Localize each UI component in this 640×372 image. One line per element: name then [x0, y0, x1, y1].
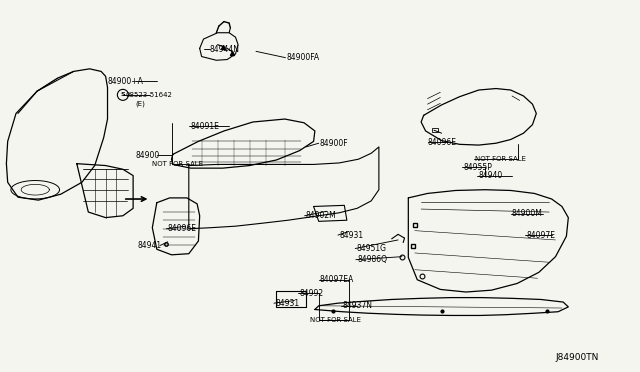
Text: 84951G: 84951G	[356, 244, 387, 253]
Text: (E): (E)	[136, 100, 145, 107]
Text: 84941: 84941	[138, 241, 162, 250]
Text: 84902M: 84902M	[306, 211, 337, 220]
Text: 84937N: 84937N	[342, 301, 372, 310]
Text: 84940: 84940	[479, 171, 503, 180]
Text: 84900: 84900	[136, 151, 160, 160]
Text: NOT FOR SALE: NOT FOR SALE	[475, 156, 526, 162]
Text: 84900+A: 84900+A	[108, 77, 143, 86]
Text: 84931: 84931	[275, 299, 300, 308]
Text: 84900F: 84900F	[320, 139, 349, 148]
Text: 84097EA: 84097EA	[320, 275, 355, 284]
Text: 84097E: 84097E	[526, 231, 555, 240]
Text: S: S	[120, 92, 125, 97]
Text: 84900FA: 84900FA	[287, 53, 320, 62]
Text: 84931: 84931	[339, 231, 364, 240]
Text: 84944N: 84944N	[210, 45, 240, 54]
Text: 84900M: 84900M	[512, 209, 543, 218]
Bar	[432, 128, 438, 132]
Text: NOT FOR SALE: NOT FOR SALE	[152, 161, 204, 167]
Text: 84096E: 84096E	[168, 224, 196, 233]
Text: NOT FOR SALE: NOT FOR SALE	[310, 317, 361, 323]
Text: 84992: 84992	[300, 289, 324, 298]
Text: J84900TN: J84900TN	[556, 353, 599, 362]
Text: 08523-51642: 08523-51642	[125, 92, 172, 98]
Text: 84096E: 84096E	[428, 138, 456, 147]
Text: 84986Q: 84986Q	[357, 255, 387, 264]
Text: 84955P: 84955P	[463, 163, 492, 172]
Text: 84091E: 84091E	[191, 122, 220, 131]
